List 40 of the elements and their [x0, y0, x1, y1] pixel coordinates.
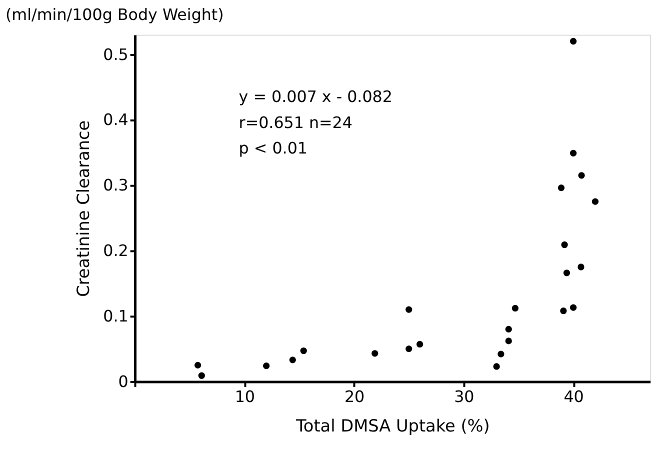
point	[416, 340, 424, 348]
point	[560, 308, 567, 314]
point	[505, 338, 512, 344]
point	[194, 362, 202, 368]
point	[289, 356, 296, 364]
point	[592, 198, 599, 205]
point	[558, 184, 565, 192]
point	[578, 172, 585, 179]
point	[372, 350, 378, 357]
y-tick-label: 0.2	[103, 241, 128, 260]
point	[570, 304, 577, 311]
annotation: r=0.651 n=24	[238, 112, 352, 132]
point	[561, 241, 568, 248]
point	[570, 38, 577, 45]
annotation: y = 0.007 x - 0.082	[238, 87, 392, 106]
y-tick-label: 0.5	[103, 44, 128, 64]
point	[263, 362, 270, 370]
point	[493, 363, 500, 370]
chart-title: (ml/min/100g Body Weight)	[6, 4, 224, 24]
point	[498, 350, 504, 358]
y-tick-label: 0.3	[103, 176, 128, 195]
annotation: p < 0.01	[238, 138, 308, 158]
x-tick-label: 10	[234, 386, 255, 406]
point	[563, 270, 570, 276]
point	[406, 306, 412, 313]
y-tick-label: 0	[118, 372, 128, 391]
x-tick-label: 40	[564, 386, 584, 406]
y-tick-label: 0.1	[103, 306, 128, 326]
point	[300, 347, 307, 354]
point	[406, 345, 412, 352]
y-tick-label: 0.4	[103, 110, 128, 130]
point	[512, 304, 519, 312]
x-tick-label: 30	[454, 386, 474, 406]
x-axis-title: Total DMSA Uptake (%)	[294, 416, 490, 436]
y-axis-title: Creatinine Clearance	[73, 120, 94, 297]
point	[505, 326, 512, 332]
point	[578, 264, 584, 270]
x-tick-label: 20	[344, 386, 365, 406]
point	[570, 150, 577, 156]
point	[198, 372, 205, 379]
